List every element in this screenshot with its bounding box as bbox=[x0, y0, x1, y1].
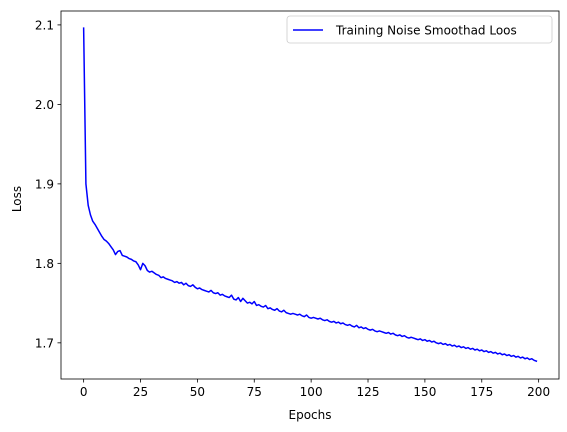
y-tick-label: 1.7 bbox=[35, 336, 54, 350]
x-tick-label: 50 bbox=[190, 385, 205, 399]
x-tick-label: 150 bbox=[413, 385, 436, 399]
x-tick-label: 0 bbox=[80, 385, 88, 399]
y-tick-label: 1.8 bbox=[35, 257, 54, 271]
x-tick-label: 125 bbox=[357, 385, 380, 399]
x-axis-label: Epochs bbox=[289, 408, 332, 422]
x-tick-label: 25 bbox=[133, 385, 148, 399]
y-tick-label: 1.9 bbox=[35, 177, 54, 191]
y-tick-label: 2.1 bbox=[35, 18, 54, 32]
x-tick-label: 100 bbox=[300, 385, 323, 399]
legend-label: Training Noise Smoothad Loos bbox=[335, 24, 517, 38]
x-tick-label: 175 bbox=[470, 385, 493, 399]
y-tick-label: 2.0 bbox=[35, 98, 54, 112]
x-tick-label: 200 bbox=[527, 385, 550, 399]
legend: Training Noise Smoothad Loos bbox=[287, 16, 552, 43]
y-axis-label: Loss bbox=[10, 186, 24, 212]
x-tick-label: 75 bbox=[247, 385, 262, 399]
